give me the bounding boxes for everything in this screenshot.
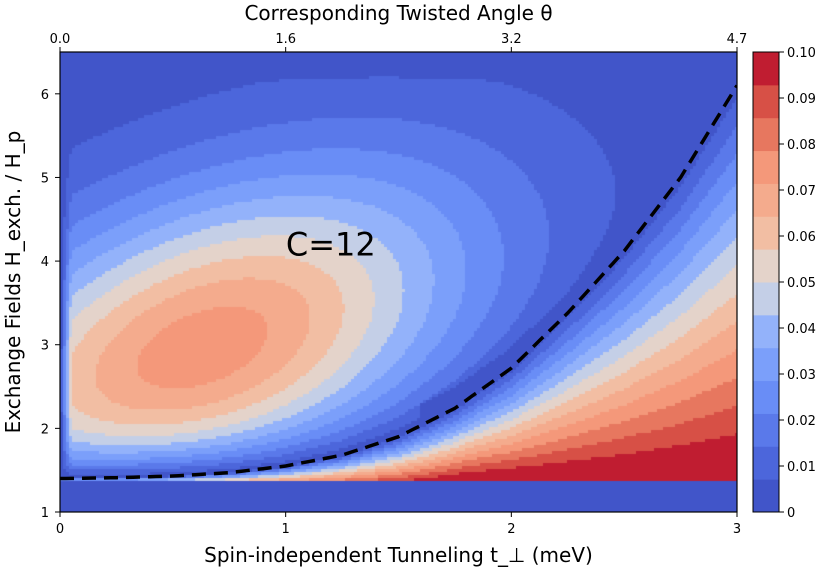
heatmap-image xyxy=(60,52,737,512)
x-tick-label: 0 xyxy=(56,522,64,537)
colorbar: 0 0.01 0.02 0.03 0.04 0.05 0.06 0.07 0.08 0.09 0.1… xyxy=(752,46,816,521)
x-axis-label: Spin-independent Tunneling t_⊥ (meV) xyxy=(204,543,593,567)
colorbar-segment xyxy=(753,314,779,349)
colorbar-segment xyxy=(753,117,779,152)
colorbar-segment xyxy=(753,150,779,184)
colorbar-tick-label: 0.06 xyxy=(787,230,816,245)
top-tick-label: 0.0 xyxy=(50,32,71,47)
annotations-layer: C=12 xyxy=(286,225,376,263)
phase-boundary-layer xyxy=(60,84,737,481)
colorbar-tick-label: 0.03 xyxy=(787,368,816,383)
heatmap-layer xyxy=(60,52,737,512)
top-tick-label: 1.6 xyxy=(275,32,296,47)
y-tick-label: 5 xyxy=(41,171,49,186)
x-tick-label: 1 xyxy=(282,522,290,537)
colorbar-tick-label: 0.08 xyxy=(787,138,816,153)
colorbar-segment xyxy=(753,216,779,250)
colorbar-segment xyxy=(753,249,779,283)
y-tick-label: 6 xyxy=(41,88,49,103)
x-tick-label: 3 xyxy=(733,522,741,537)
y-tick-label: 1 xyxy=(41,506,49,521)
plot-frame xyxy=(59,51,738,513)
colorbar-tick-label: 0.09 xyxy=(787,92,816,107)
colorbar-tick-label: 0 xyxy=(787,506,795,521)
colorbar-segment xyxy=(753,282,779,316)
top-axis-label: Corresponding Twisted Angle θ xyxy=(244,1,552,25)
y-tick-label: 3 xyxy=(41,339,49,354)
x-tick-label: 2 xyxy=(507,522,515,537)
phase-boundary-line xyxy=(60,84,737,481)
y-tick-label: 2 xyxy=(41,422,49,437)
top-tick-label: 4.7 xyxy=(727,32,748,47)
colorbar-segment xyxy=(753,380,779,414)
colorbar-tick-label: 0.10 xyxy=(787,46,816,61)
colorbar-tick-label: 0.07 xyxy=(787,184,816,199)
colorbar-tick-label: 0.04 xyxy=(787,322,816,337)
colorbar-segment xyxy=(753,479,779,513)
colorbar-segment xyxy=(753,347,779,382)
colorbar-tick-label: 0.02 xyxy=(787,414,816,429)
colorbar-segment xyxy=(753,413,779,447)
colorbar-segment xyxy=(753,84,779,119)
colorbar-tick-label: 0.01 xyxy=(787,460,816,475)
colorbar-tick-label: 0.05 xyxy=(787,276,816,291)
chern-number-annotation: C=12 xyxy=(286,225,376,263)
colorbar-segment xyxy=(753,183,779,217)
top-tick-label: 3.2 xyxy=(501,32,522,47)
y-axis-label: Exchange Fields H_exch. / H_p xyxy=(1,131,25,434)
colorbar-segment xyxy=(753,446,779,480)
y-tick-label: 4 xyxy=(41,255,49,270)
colorbar-segment xyxy=(753,52,779,86)
